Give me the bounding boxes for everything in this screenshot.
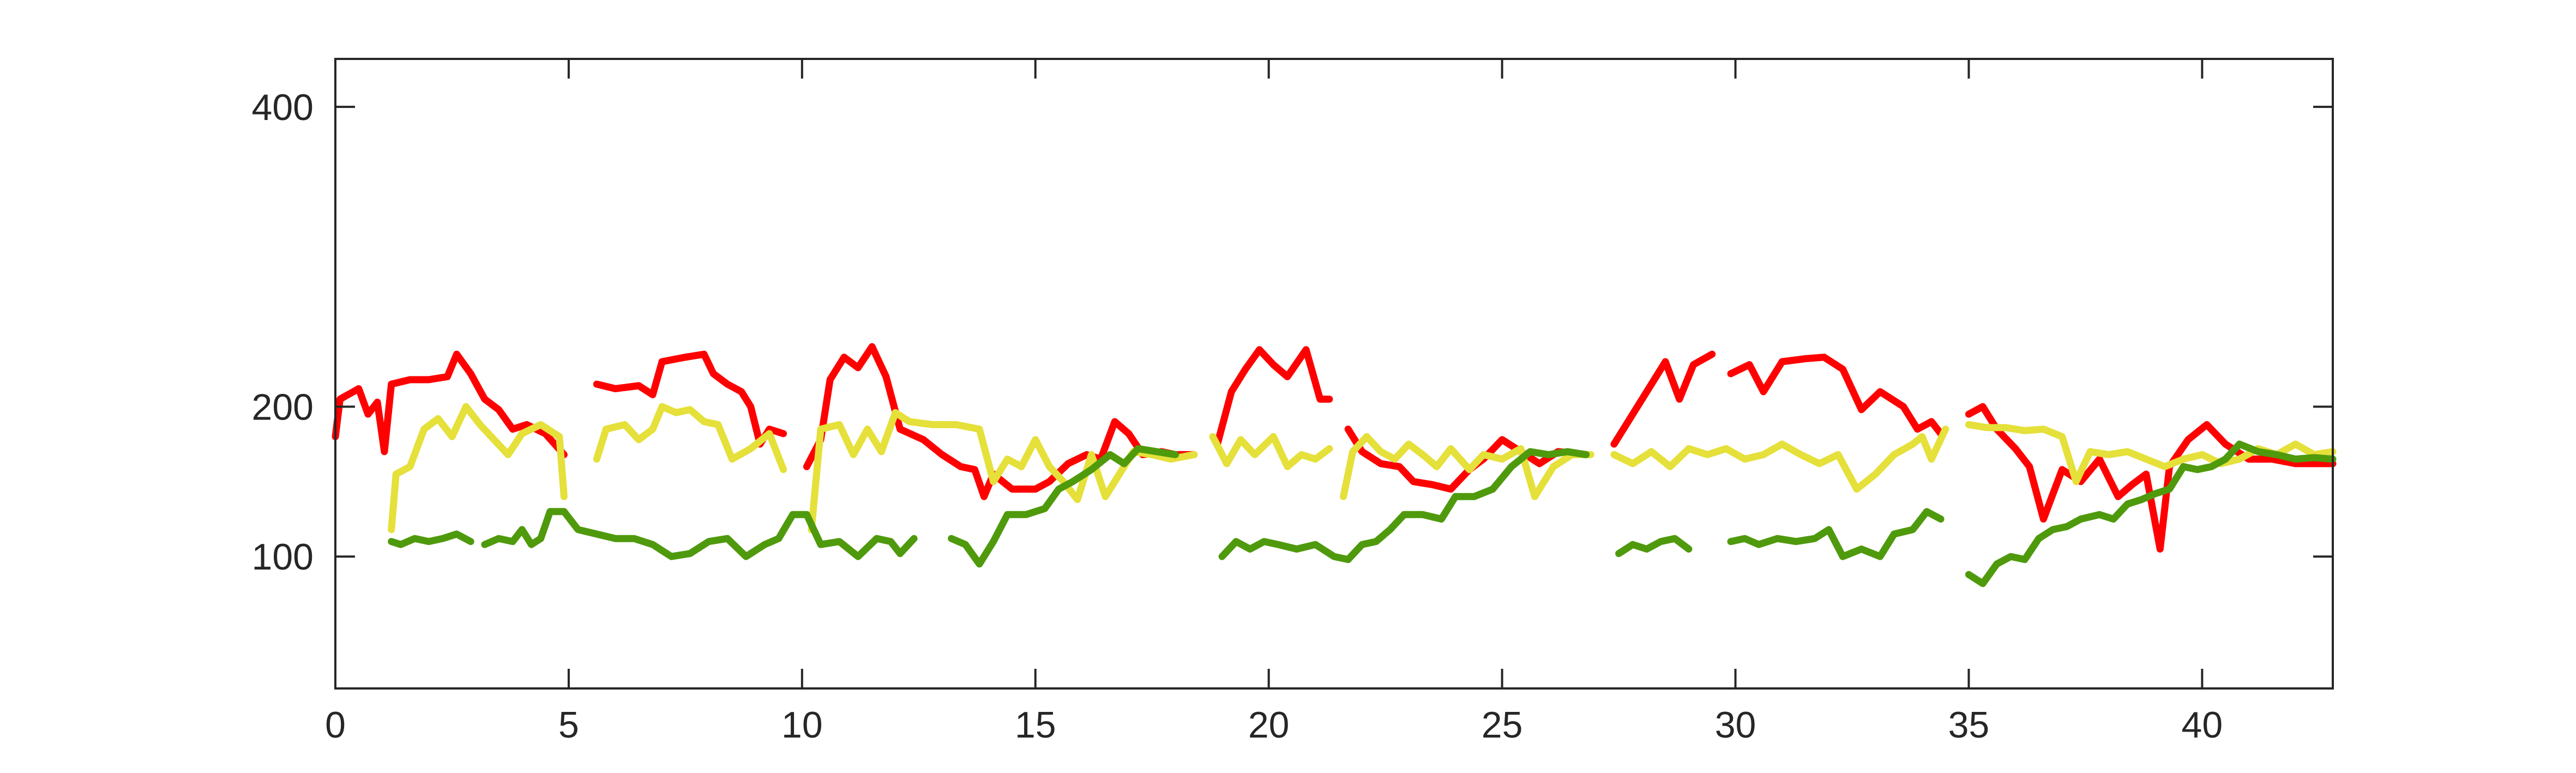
series-2-segment-4	[1209, 433, 1333, 470]
y-tick-label: 200	[252, 386, 314, 428]
x-tick-label: 40	[2182, 704, 2223, 746]
series-2-segment-3	[808, 409, 1198, 534]
series-1-segment-7	[1727, 353, 1945, 438]
series-3-segment-2	[481, 508, 918, 560]
series-1-segment-6	[1610, 350, 1716, 448]
series-2-segment-5	[1340, 433, 1594, 500]
series-2-segment-2	[593, 403, 787, 474]
series-3-segment-4	[1218, 448, 1590, 564]
series-1-segment-1	[332, 350, 568, 458]
series-2-segment-6	[1610, 426, 1949, 493]
series-3-segment-3	[948, 445, 1179, 568]
series-1-segment-5	[1344, 426, 1590, 493]
series-3-segment-6	[1727, 508, 1945, 560]
series-1-segment-3	[803, 343, 1198, 500]
y-tick-label: 100	[252, 536, 314, 578]
axes-frame	[334, 58, 2334, 690]
x-tick-label: 15	[1015, 704, 1056, 746]
series-2-segment-1	[388, 403, 568, 534]
series-1-segment-4	[1214, 346, 1333, 448]
series-3-segment-1	[388, 530, 474, 548]
plot-area	[332, 343, 2337, 588]
x-tick-label: 35	[1948, 704, 1990, 746]
series-1-segment-8	[1965, 403, 2337, 553]
series-3-segment-5	[1615, 535, 1693, 558]
x-tick-label: 0	[325, 704, 346, 746]
x-tick-label: 25	[1482, 704, 1523, 746]
x-tick-label: 10	[781, 704, 823, 746]
y-tick-label: 400	[252, 87, 314, 128]
x-tick-label: 5	[558, 704, 579, 746]
x-tick-label: 20	[1248, 704, 1290, 746]
tick-labels: 0 5 10 15 20 25 30 35 40 100 200 400	[252, 87, 2223, 746]
x-tick-label: 30	[1715, 704, 1756, 746]
series-3-segment-7	[1965, 440, 2337, 588]
